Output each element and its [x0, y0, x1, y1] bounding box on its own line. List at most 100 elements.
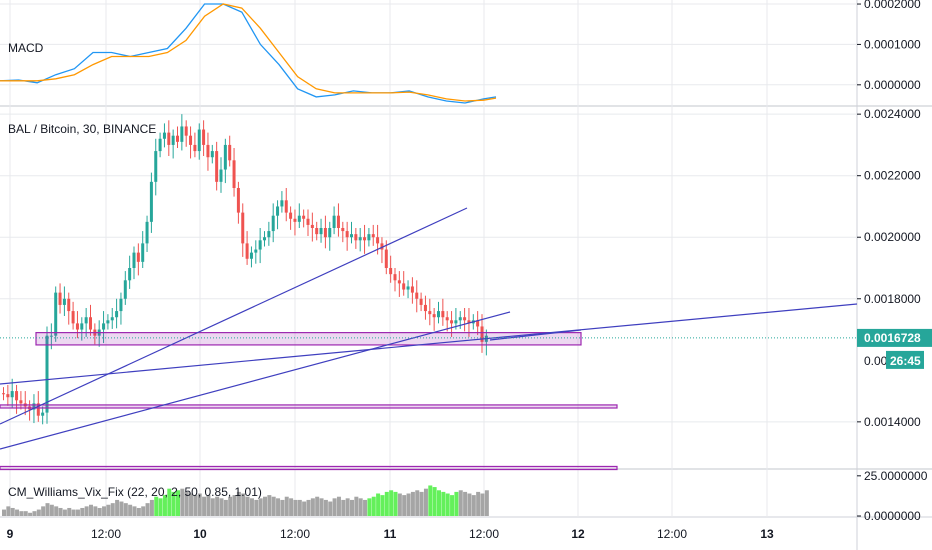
candle-body[interactable]	[206, 144, 210, 158]
candle-body[interactable]	[228, 144, 232, 161]
candle-body[interactable]	[149, 181, 153, 222]
candle-body[interactable]	[389, 268, 393, 275]
candle-body[interactable]	[202, 129, 206, 145]
support-zone[interactable]	[0, 404, 618, 409]
candle-body[interactable]	[480, 326, 484, 342]
candle-body[interactable]	[84, 317, 88, 324]
candle-body[interactable]	[15, 391, 19, 401]
candle-body[interactable]	[102, 323, 106, 330]
candle-body[interactable]	[136, 252, 140, 262]
candle-body[interactable]	[171, 135, 175, 145]
candle-body[interactable]	[263, 237, 266, 241]
candle-body[interactable]	[380, 243, 384, 250]
candle-body[interactable]	[241, 212, 245, 244]
candle-body[interactable]	[184, 126, 188, 136]
candle-body[interactable]	[6, 394, 10, 398]
candle-body[interactable]	[315, 228, 319, 235]
candle-body[interactable]	[423, 304, 427, 312]
candle-body[interactable]	[75, 323, 79, 330]
candle-body[interactable]	[276, 206, 280, 216]
candle-body[interactable]	[58, 292, 62, 305]
candle-body[interactable]	[328, 228, 332, 238]
candle-body[interactable]	[284, 200, 288, 213]
candle-body[interactable]	[119, 298, 123, 312]
candle-body[interactable]	[80, 323, 84, 330]
candle-body[interactable]	[332, 215, 336, 228]
candle-body[interactable]	[167, 132, 171, 145]
candle-body[interactable]	[32, 403, 36, 410]
candle-body[interactable]	[110, 317, 114, 321]
candle-body[interactable]	[419, 298, 423, 305]
candle-body[interactable]	[215, 151, 219, 182]
candle-body[interactable]	[384, 249, 388, 268]
trendline[interactable]	[0, 207, 468, 425]
candle-body[interactable]	[141, 243, 145, 262]
candle-body[interactable]	[467, 320, 471, 324]
candle-body[interactable]	[354, 234, 358, 241]
candle-body[interactable]	[19, 400, 23, 404]
candle-body[interactable]	[280, 200, 284, 207]
candle-body[interactable]	[236, 188, 240, 213]
candle-body[interactable]	[254, 249, 258, 253]
candle-body[interactable]	[145, 221, 149, 244]
candle-body[interactable]	[132, 252, 136, 268]
candle-body[interactable]	[336, 215, 340, 228]
vix-pane[interactable]	[2, 485, 489, 516]
candle-body[interactable]	[36, 403, 40, 416]
candle-body[interactable]	[219, 169, 223, 182]
candle-body[interactable]	[350, 234, 353, 238]
candle-body[interactable]	[158, 138, 162, 152]
candle-body[interactable]	[10, 391, 14, 398]
candle-body[interactable]	[249, 252, 253, 259]
trendline[interactable]	[489, 329, 582, 341]
candle-body[interactable]	[397, 280, 401, 284]
price-axis[interactable]: 0.0002000 0.0001000 0.0000000 0.0024000 0.00…	[857, 0, 932, 523]
trendline[interactable]	[0, 311, 511, 450]
candle-body[interactable]	[323, 228, 327, 238]
candle-body[interactable]	[289, 212, 293, 219]
candle-body[interactable]	[302, 215, 306, 219]
candle-body[interactable]	[402, 283, 406, 290]
candle-body[interactable]	[67, 298, 71, 312]
candle-body[interactable]	[271, 215, 275, 232]
candle-body[interactable]	[41, 412, 45, 416]
candle-body[interactable]	[437, 311, 440, 318]
candle-body[interactable]	[450, 320, 454, 324]
candle-body[interactable]	[310, 224, 314, 228]
support-zone[interactable]	[0, 465, 618, 471]
candle-body[interactable]	[71, 311, 75, 324]
candle-body[interactable]	[123, 280, 127, 299]
candle-body[interactable]	[458, 317, 462, 321]
candle-body[interactable]	[223, 144, 227, 170]
candle-body[interactable]	[306, 218, 310, 225]
candle-body[interactable]	[62, 298, 66, 305]
candle-body[interactable]	[180, 126, 184, 142]
candle-body[interactable]	[367, 234, 371, 241]
candle-body[interactable]	[376, 237, 380, 244]
candle-body[interactable]	[345, 231, 349, 238]
candle-body[interactable]	[428, 311, 432, 315]
candle-body[interactable]	[2, 393, 5, 395]
candle-body[interactable]	[432, 314, 436, 318]
candle-body[interactable]	[445, 317, 449, 321]
candle-body[interactable]	[210, 151, 214, 158]
trendline[interactable]	[0, 303, 858, 385]
candle-body[interactable]	[358, 237, 362, 241]
candle-body[interactable]	[232, 160, 236, 188]
candle-body[interactable]	[176, 135, 179, 142]
candle-body[interactable]	[197, 129, 201, 152]
candle-body[interactable]	[154, 151, 158, 182]
candle-body[interactable]	[463, 317, 467, 321]
candle-body[interactable]	[245, 243, 249, 259]
candle-body[interactable]	[189, 135, 193, 145]
candle-body[interactable]	[476, 320, 480, 327]
candle-body[interactable]	[297, 215, 301, 222]
candle-body[interactable]	[454, 320, 458, 324]
candle-body[interactable]	[410, 286, 414, 293]
candle-body[interactable]	[341, 228, 345, 232]
candle-body[interactable]	[258, 240, 262, 250]
candle-body[interactable]	[406, 286, 410, 290]
candle-body[interactable]	[106, 320, 110, 324]
candle-body[interactable]	[319, 228, 323, 235]
